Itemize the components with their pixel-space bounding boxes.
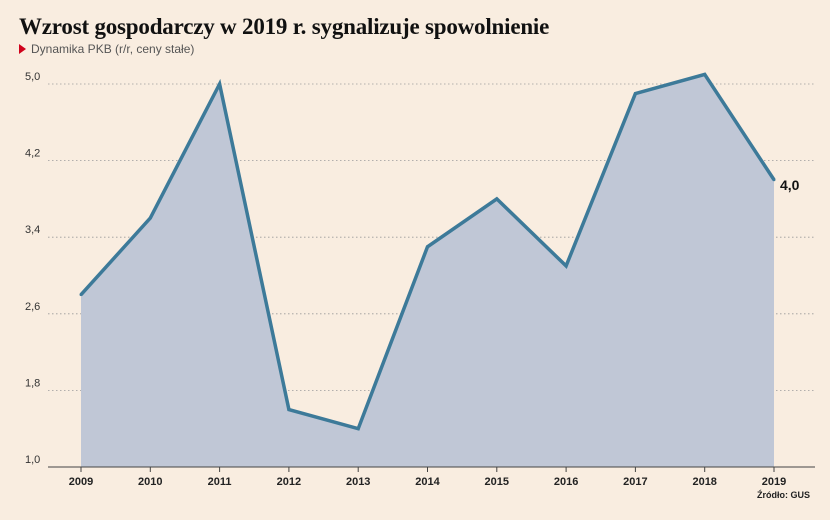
data-point <box>564 264 568 268</box>
x-tick-label: 2013 <box>346 476 370 488</box>
chart-title: Wzrost gospodarczy w 2019 r. sygnalizuje… <box>19 14 550 39</box>
data-point <box>495 197 499 201</box>
x-tick-label: 2019 <box>762 476 786 488</box>
area-fill <box>81 74 774 468</box>
x-tick-label: 2016 <box>554 476 578 488</box>
y-tick-label: 5,0 <box>25 71 40 83</box>
data-point <box>633 92 637 96</box>
end-value-label: 4,0 <box>780 177 800 193</box>
y-tick-label: 3,4 <box>25 224 40 236</box>
y-tick-label: 1,0 <box>25 454 40 466</box>
x-tick-label: 2017 <box>623 476 647 488</box>
data-point <box>218 82 222 86</box>
data-point <box>703 72 707 76</box>
x-tick-label: 2011 <box>208 476 232 488</box>
triangle-marker-icon <box>19 44 26 54</box>
chart-subtitle-text: Dynamika PKB (r/r, ceny stałe) <box>31 42 195 56</box>
data-point <box>287 408 291 412</box>
data-point <box>356 427 360 431</box>
source-note: Źródło: GUS <box>757 490 810 500</box>
x-tick-label: 2018 <box>692 476 716 488</box>
data-point <box>772 178 776 182</box>
chart-subtitle: Dynamika PKB (r/r, ceny stałe) <box>19 42 194 56</box>
x-tick-label: 2010 <box>138 476 162 488</box>
data-point <box>426 245 429 249</box>
y-tick-label: 2,6 <box>25 301 40 313</box>
data-point <box>79 293 83 297</box>
x-tick-label: 2009 <box>69 476 93 488</box>
x-tick-label: 2014 <box>415 476 440 488</box>
y-tick-label: 1,8 <box>25 377 40 389</box>
data-point <box>148 216 152 220</box>
x-tick-label: 2012 <box>277 476 301 488</box>
x-tick-label: 2015 <box>485 476 509 488</box>
y-tick-label: 4,2 <box>25 148 40 160</box>
